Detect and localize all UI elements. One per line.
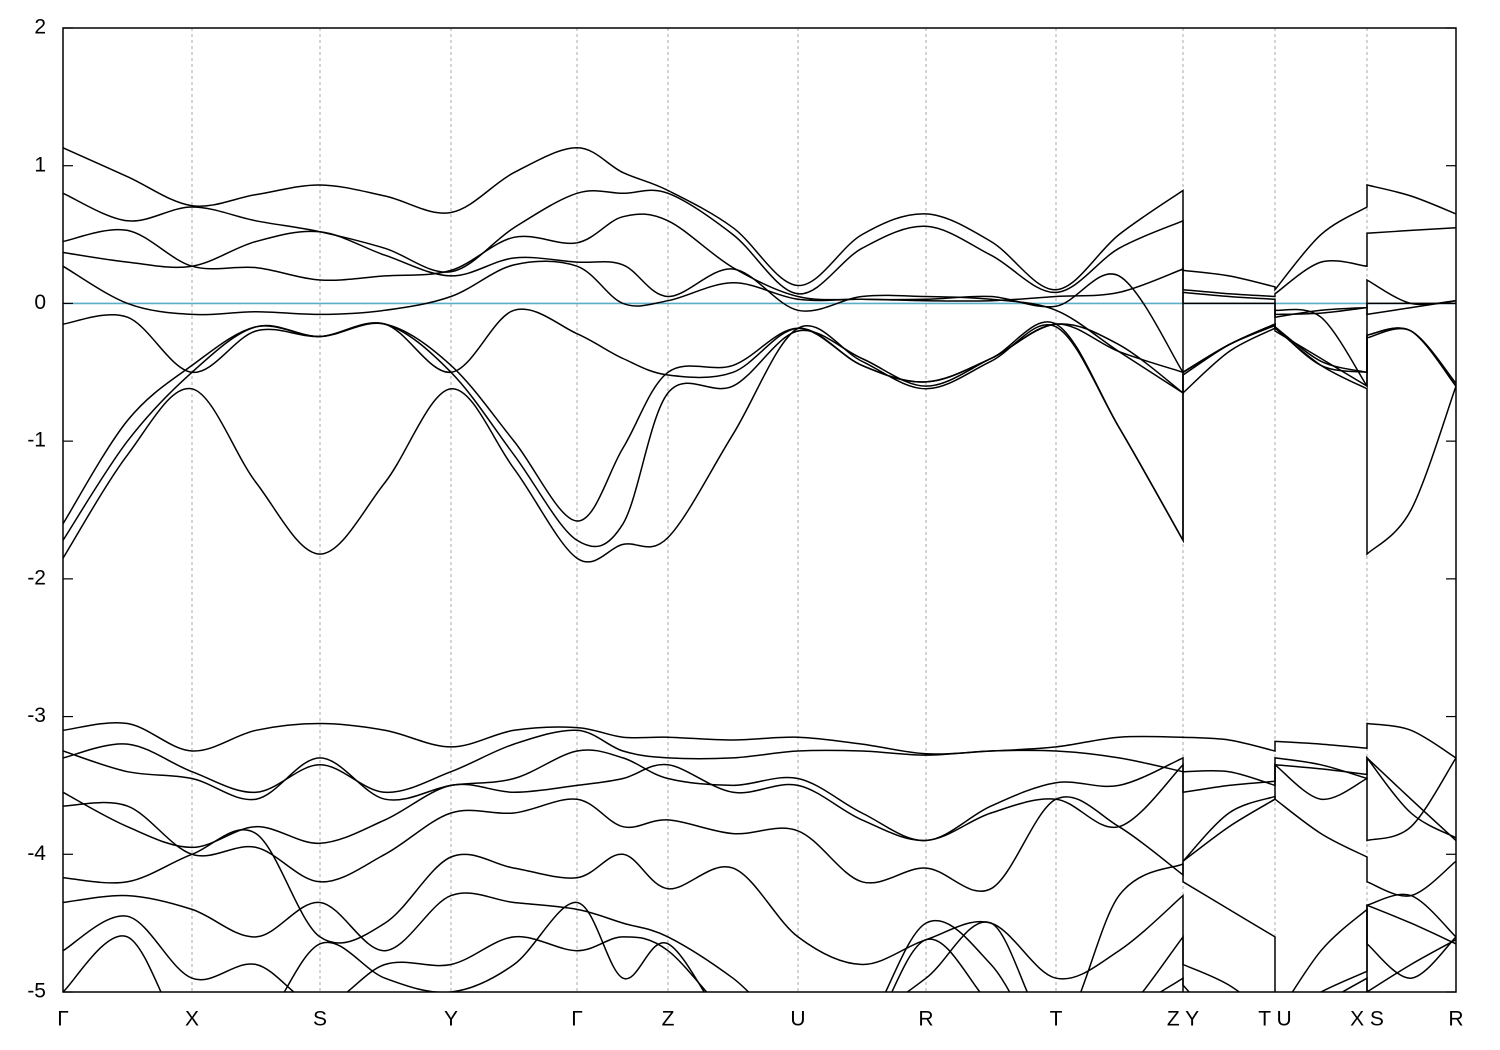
band-line — [63, 757, 1456, 863]
y-tick-label: 2 — [34, 16, 46, 39]
x-tick-label: R — [1448, 1008, 1463, 1031]
y-tick-label: -1 — [27, 429, 46, 452]
band-line — [63, 901, 1456, 992]
bands — [63, 147, 1456, 992]
y-tick-label: 0 — [34, 291, 46, 314]
plot-frame — [62, 27, 1457, 993]
grid — [62, 28, 1457, 992]
band-line — [63, 749, 1456, 842]
band-line — [63, 828, 1456, 992]
band-line — [63, 795, 1456, 897]
x-tick-label: Y — [444, 1008, 458, 1031]
x-tick-label: X — [185, 1008, 199, 1031]
y-tick-label: 1 — [34, 153, 46, 176]
band-line — [63, 147, 1456, 292]
y-tick-label: -2 — [27, 566, 46, 589]
y-tick-label: -5 — [27, 980, 46, 1003]
x-tick-label: X S — [1350, 1008, 1384, 1031]
x-tick-label: R — [918, 1008, 933, 1031]
x-tick-label: S — [313, 1008, 327, 1031]
x-tick-label: Z Y — [1167, 1008, 1199, 1031]
band-line — [63, 862, 1456, 992]
x-tick-label: T — [1050, 1008, 1063, 1031]
ticks: -5 -4 -3 -2 -1 0 1 2 Γ X S Y Γ Z U R T Z Y T U X S R — [27, 16, 1463, 1031]
band-line — [63, 722, 1456, 759]
x-tick-label: T U — [1258, 1008, 1291, 1031]
band-line — [63, 322, 1456, 563]
y-tick-label: -3 — [27, 704, 46, 727]
x-tick-label: Γ — [571, 1008, 583, 1031]
x-tick-label: Z — [662, 1008, 675, 1031]
band-line — [63, 729, 1456, 842]
band-line — [63, 291, 1456, 544]
x-tick-label: Γ — [57, 1008, 69, 1031]
band-line — [63, 904, 1456, 992]
band-line — [63, 322, 1456, 548]
y-tick-label: -4 — [27, 842, 46, 865]
x-tick-label: U — [790, 1008, 805, 1031]
